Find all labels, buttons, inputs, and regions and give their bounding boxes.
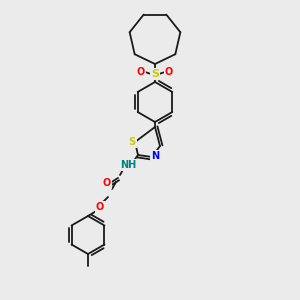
Text: NH: NH	[120, 160, 136, 170]
Text: O: O	[96, 202, 104, 212]
Text: S: S	[151, 69, 159, 79]
Text: N: N	[151, 151, 159, 161]
Text: S: S	[128, 137, 136, 147]
Text: O: O	[165, 67, 173, 77]
Text: O: O	[137, 67, 145, 77]
Text: O: O	[103, 178, 111, 188]
